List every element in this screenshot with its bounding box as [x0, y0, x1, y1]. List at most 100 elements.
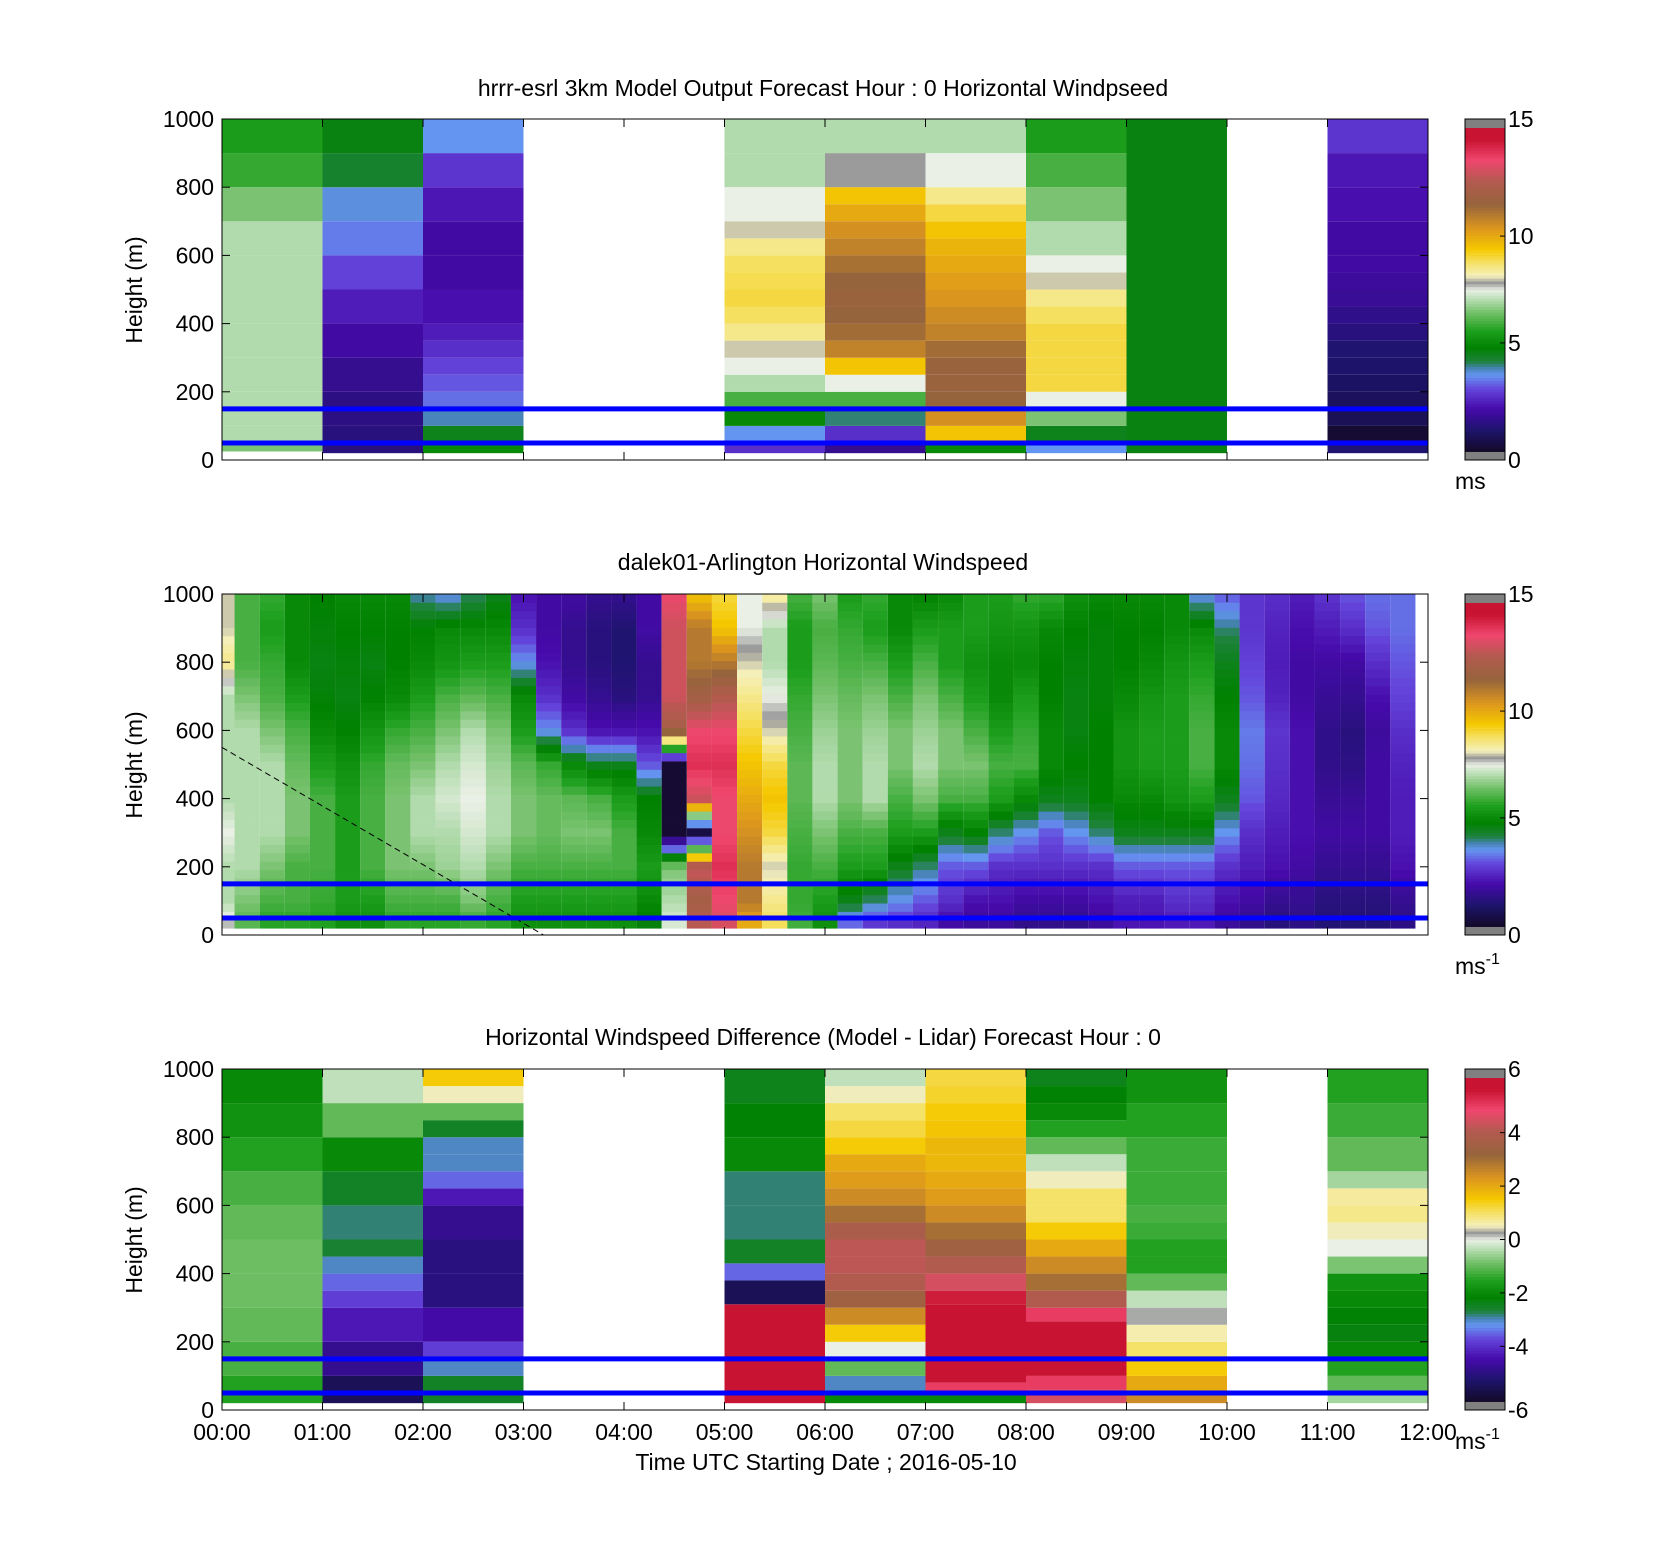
heatmap-cell [1214, 769, 1240, 779]
colorbar-tick-label: 4 [1508, 1120, 1521, 1146]
heatmap-cell [1365, 777, 1391, 787]
heatmap-cell [1340, 702, 1366, 712]
heatmap-cell [1340, 744, 1366, 754]
heatmap-cell [222, 610, 245, 620]
colorbar-segment [1465, 838, 1505, 842]
heatmap-cell [1026, 425, 1127, 443]
heatmap-cell [1139, 744, 1165, 754]
heatmap-cell [887, 619, 913, 628]
heatmap-cell [536, 627, 562, 637]
heatmap-cell [259, 635, 285, 645]
colorbar-segment [1465, 824, 1505, 828]
heatmap-cell [1189, 594, 1215, 603]
heatmap-cell [335, 827, 361, 837]
heatmap-cell [1214, 669, 1240, 678]
heatmap-cell [912, 644, 939, 653]
heatmap-cell [586, 702, 612, 712]
heatmap-cell [1139, 777, 1165, 787]
heatmap-cell [561, 719, 587, 729]
heatmap-cell [1164, 602, 1190, 612]
heatmap-cell [586, 752, 612, 762]
heatmap-cell [1390, 610, 1416, 620]
heatmap-cell [837, 786, 863, 795]
heatmap-cell [636, 844, 662, 854]
heatmap-cell [485, 769, 511, 779]
heatmap-cell [912, 819, 939, 829]
heatmap-cell [812, 869, 838, 879]
heatmap-cell [887, 903, 913, 912]
heatmap-cell [561, 836, 587, 846]
heatmap-cell [1063, 736, 1089, 745]
colorbar-segment [1465, 442, 1505, 447]
heatmap-cell [1026, 1137, 1127, 1155]
heatmap-cell [385, 794, 411, 804]
heatmap-cell [1139, 627, 1165, 637]
heatmap-cell [611, 869, 637, 879]
heatmap-cell [1214, 819, 1240, 829]
heatmap-cell [259, 736, 285, 745]
heatmap-cell [887, 644, 913, 653]
colorbar-segment [1465, 1205, 1505, 1209]
heatmap-cell [1239, 669, 1265, 678]
heatmap-cell [787, 886, 813, 896]
heatmap-cell [1013, 644, 1039, 653]
heatmap-cell [385, 869, 411, 879]
heatmap-cell [1164, 669, 1190, 678]
colorbar-segment [1465, 704, 1505, 709]
heatmap-cell [1239, 861, 1265, 871]
y-tick-label: 200 [176, 379, 214, 405]
heatmap-cell [1314, 719, 1341, 729]
heatmap-cell [360, 644, 386, 653]
heatmap-cell [988, 852, 1014, 862]
heatmap-cell [259, 811, 285, 820]
heatmap-cell [222, 786, 245, 795]
heatmap-cell [724, 1239, 825, 1264]
heatmap-cell [837, 719, 863, 729]
colorbar-segment [1465, 750, 1505, 754]
heatmap-cell [1365, 919, 1391, 929]
heatmap-cell [222, 442, 323, 452]
heatmap-cell [1289, 769, 1315, 779]
heatmap-cell [737, 903, 763, 912]
heatmap-cell [787, 685, 813, 695]
colorbar-segment [1465, 1196, 1505, 1201]
heatmap-cell [360, 619, 386, 628]
colorbar-segment [1465, 130, 1505, 134]
colorbar-segment [1465, 1111, 1505, 1115]
colorbar-segment [1465, 408, 1505, 413]
heatmap-cell [1365, 861, 1391, 871]
colorbar-segment [1465, 875, 1505, 879]
heatmap-cell [711, 886, 738, 896]
colorbar-segment [1465, 255, 1505, 259]
heatmap-cell [686, 694, 712, 704]
heatmap-cell [335, 727, 361, 737]
heatmap-cell [284, 594, 310, 603]
heatmap-cell [938, 660, 964, 670]
heatmap-cell [1063, 635, 1089, 645]
heatmap-cell [611, 886, 637, 896]
heatmap-cell [762, 844, 788, 854]
heatmap-cell [1314, 836, 1341, 846]
colorbar-segment [1465, 235, 1505, 239]
heatmap-cell [1139, 844, 1165, 854]
heatmap-cell [925, 289, 1026, 307]
heatmap-cell [1038, 777, 1064, 787]
heatmap-cell [1289, 777, 1315, 787]
colorbar-segment [1465, 181, 1505, 185]
heatmap-cell [234, 744, 260, 754]
heatmap-cell [1214, 635, 1240, 645]
colorbar-segment [1465, 201, 1505, 205]
colorbar-segment [1465, 1122, 1505, 1127]
colorbar-segment [1465, 809, 1505, 814]
colorbar-segment [1465, 892, 1505, 896]
x-tick-label: 09:00 [1098, 1419, 1156, 1445]
heatmap-cell [335, 710, 361, 720]
colorbar-segment [1465, 872, 1505, 876]
heatmap-cell [335, 861, 361, 871]
heatmap-cell [1038, 694, 1064, 704]
colorbar-segment [1465, 713, 1505, 717]
heatmap-cell [435, 903, 461, 912]
colorbar-unit-lidar: ms-1 [1455, 951, 1500, 979]
heatmap-cell [837, 594, 863, 603]
